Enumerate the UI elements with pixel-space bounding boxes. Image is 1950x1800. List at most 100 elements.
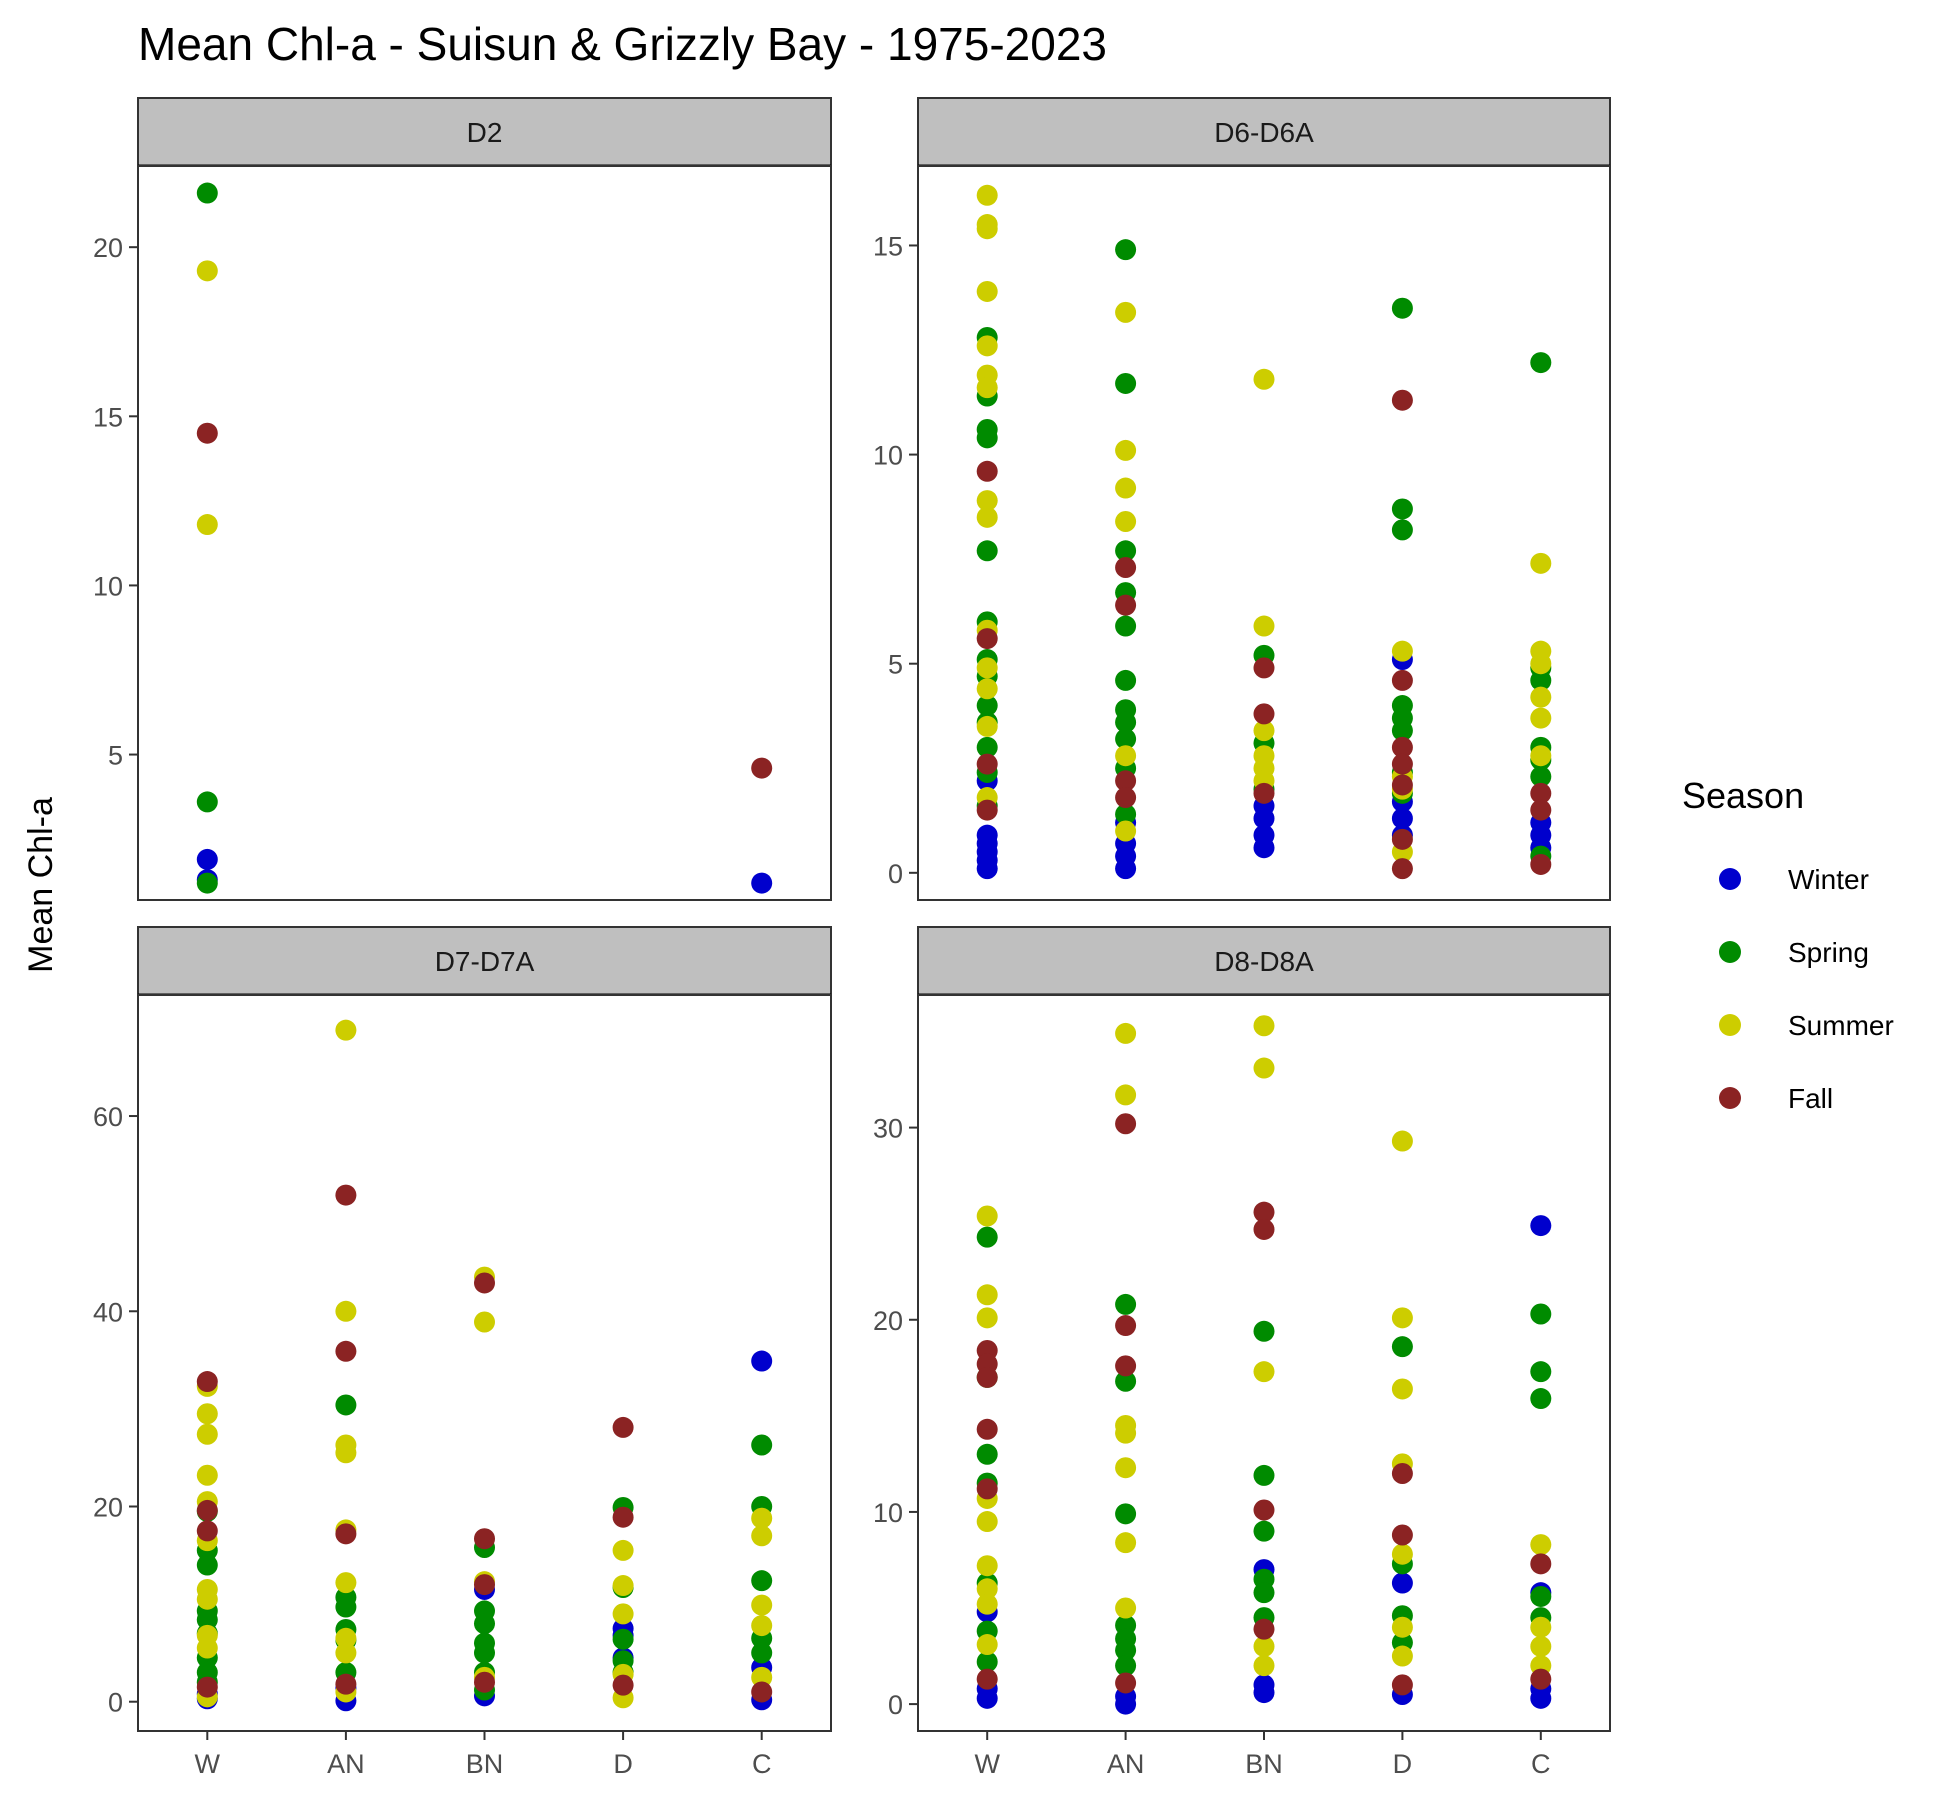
data-point-summer bbox=[976, 1634, 998, 1656]
data-point-summer bbox=[1115, 1084, 1137, 1106]
data-point-fall bbox=[335, 1184, 357, 1206]
data-point-summer bbox=[196, 1637, 218, 1659]
data-point-fall bbox=[976, 1668, 998, 1690]
data-point-spring bbox=[1115, 1639, 1137, 1661]
data-point-summer bbox=[335, 1572, 357, 1594]
x-tick-label-bn: BN bbox=[1245, 1749, 1283, 1779]
data-point-fall bbox=[612, 1674, 634, 1696]
data-point-summer bbox=[976, 657, 998, 679]
chart-title: Mean Chl-a - Suisun & Grizzly Bay - 1975… bbox=[138, 18, 1107, 70]
points-d8-d8a bbox=[976, 1015, 1552, 1715]
data-point-fall bbox=[976, 799, 998, 821]
data-point-summer bbox=[1391, 1616, 1413, 1638]
data-point-fall bbox=[196, 422, 218, 444]
legend-key-fall bbox=[1719, 1087, 1741, 1109]
data-point-summer bbox=[976, 1284, 998, 1306]
data-point-summer bbox=[335, 1627, 357, 1649]
data-point-summer bbox=[335, 1442, 357, 1464]
data-point-fall bbox=[1115, 594, 1137, 616]
data-point-spring bbox=[976, 427, 998, 449]
data-point-summer bbox=[1530, 745, 1552, 767]
data-point-summer bbox=[196, 1403, 218, 1425]
data-point-spring bbox=[1115, 669, 1137, 691]
data-point-summer bbox=[976, 1578, 998, 1600]
y-tick-label: 5 bbox=[888, 650, 903, 680]
data-point-fall bbox=[1115, 1672, 1137, 1694]
data-point-summer bbox=[1530, 552, 1552, 574]
x-tick-label-bn: BN bbox=[466, 1749, 504, 1779]
data-point-spring bbox=[1115, 711, 1137, 733]
data-point-summer bbox=[1253, 1015, 1275, 1037]
data-point-winter bbox=[1253, 824, 1275, 846]
data-point-summer bbox=[1115, 1422, 1137, 1444]
legend-title: Season bbox=[1682, 775, 1804, 816]
data-point-summer bbox=[1530, 1534, 1552, 1556]
data-point-summer bbox=[1530, 686, 1552, 708]
data-point-summer bbox=[751, 1507, 773, 1529]
x-tick-label-d: D bbox=[613, 1749, 633, 1779]
data-point-fall bbox=[1530, 1553, 1552, 1575]
y-tick-label: 15 bbox=[873, 231, 903, 261]
data-point-summer bbox=[196, 1588, 218, 1610]
y-tick-label: 40 bbox=[93, 1297, 123, 1327]
data-point-spring bbox=[1115, 1655, 1137, 1677]
data-point-fall bbox=[474, 1272, 495, 1294]
data-point-spring bbox=[1530, 766, 1552, 788]
data-point-spring bbox=[976, 1651, 998, 1673]
data-point-spring bbox=[1530, 669, 1552, 691]
data-point-winter bbox=[976, 824, 998, 846]
data-point-summer bbox=[1391, 1645, 1413, 1667]
data-point-fall bbox=[1391, 669, 1413, 691]
strip-d8-d8a bbox=[917, 926, 1611, 996]
x-tick-label-an: AN bbox=[1107, 1749, 1145, 1779]
data-point-fall bbox=[1391, 858, 1413, 880]
data-point-summer bbox=[1115, 510, 1137, 532]
data-point-fall bbox=[976, 753, 998, 775]
data-point-summer bbox=[1253, 1361, 1275, 1383]
strip-d7-d7a bbox=[137, 926, 832, 996]
y-tick-label: 15 bbox=[93, 402, 123, 432]
data-point-spring bbox=[1115, 1370, 1137, 1392]
data-point-spring bbox=[1253, 1320, 1275, 1342]
data-point-fall bbox=[1530, 799, 1552, 821]
data-point-summer bbox=[1530, 653, 1552, 675]
data-point-summer bbox=[196, 1423, 218, 1445]
data-point-summer bbox=[751, 1594, 773, 1616]
data-point-summer bbox=[612, 1539, 634, 1561]
points-d7-d7a bbox=[196, 1019, 773, 1712]
data-point-summer bbox=[976, 377, 998, 399]
data-point-fall bbox=[196, 1676, 218, 1698]
data-point-fall bbox=[976, 1366, 998, 1388]
data-point-fall bbox=[1253, 657, 1275, 679]
data-point-fall bbox=[196, 1499, 218, 1521]
y-tick-label: 20 bbox=[873, 1306, 903, 1336]
data-point-summer bbox=[1530, 707, 1552, 729]
data-point-spring bbox=[751, 1570, 773, 1592]
data-point-summer bbox=[335, 1642, 357, 1664]
data-point-fall bbox=[612, 1416, 634, 1438]
data-point-fall bbox=[335, 1523, 357, 1545]
data-point-summer bbox=[1253, 1057, 1275, 1079]
points-d2 bbox=[196, 182, 773, 894]
data-point-fall bbox=[976, 1478, 998, 1500]
data-point-summer bbox=[976, 1205, 998, 1227]
x-tick-label-c: C bbox=[1531, 1749, 1551, 1779]
data-point-fall bbox=[1391, 774, 1413, 796]
data-point-fall bbox=[474, 1528, 495, 1550]
y-tick-label: 0 bbox=[108, 1688, 123, 1718]
data-point-summer bbox=[1115, 439, 1137, 461]
strip-label-d6-d6a: D6-D6A bbox=[1214, 117, 1314, 148]
strip-label-d2: D2 bbox=[467, 117, 503, 148]
x-tick-label-w: W bbox=[974, 1749, 1000, 1779]
data-point-spring bbox=[196, 182, 218, 204]
panel-d2: D2 5 10 15 20 bbox=[93, 97, 832, 901]
data-point-spring bbox=[1115, 728, 1137, 750]
data-point-spring bbox=[1530, 1585, 1552, 1607]
data-point-fall bbox=[1530, 782, 1552, 804]
data-point-fall bbox=[1253, 703, 1275, 725]
data-point-summer bbox=[1253, 368, 1275, 390]
data-point-spring bbox=[1391, 498, 1413, 520]
legend-label-summer: Summer bbox=[1788, 1010, 1894, 1041]
